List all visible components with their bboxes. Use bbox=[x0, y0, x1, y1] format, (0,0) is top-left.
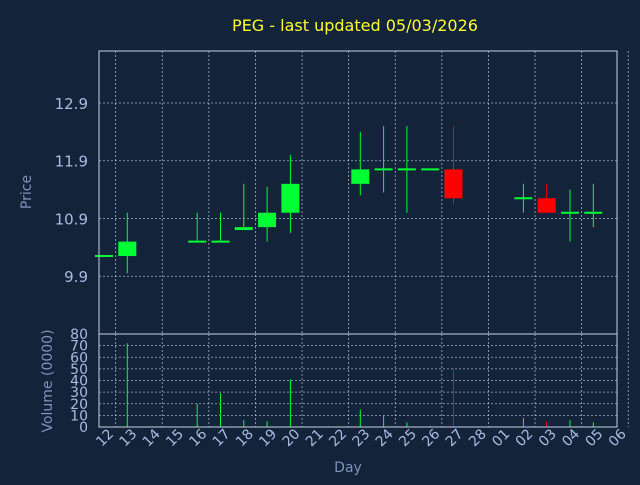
volume-tick-label: 10 bbox=[70, 408, 88, 424]
volume-tick-label: 80 bbox=[70, 327, 88, 343]
volume-panel-frame bbox=[98, 333, 618, 428]
candle-body bbox=[444, 169, 463, 199]
volume-tick-label: 20 bbox=[70, 397, 88, 413]
volume-tick-label: 50 bbox=[70, 362, 88, 378]
price-tick-label: 9.9 bbox=[64, 268, 88, 286]
volume-tick-label: 0 bbox=[79, 420, 88, 436]
volume-bars bbox=[126, 343, 594, 427]
chart-title: PEG - last updated 05/03/2026 bbox=[232, 16, 478, 35]
price-tick-label: 12.9 bbox=[55, 95, 88, 113]
price-gridlines bbox=[99, 51, 629, 334]
volume-tick-label: 30 bbox=[70, 385, 88, 401]
volume-tick-label: 40 bbox=[70, 374, 88, 390]
volume-tick-label: 70 bbox=[70, 339, 88, 355]
price-tick-label: 11.9 bbox=[55, 153, 88, 171]
candle-body bbox=[537, 198, 556, 213]
candle-body bbox=[118, 241, 137, 257]
candle-body bbox=[351, 169, 370, 184]
price-candles bbox=[95, 126, 603, 274]
day-axis-ticks: 12 13 14 15 16 17 18 19 20 21 22 23 24 25 26 27 28 01 02 03… bbox=[93, 426, 630, 450]
volume-tick-label: 60 bbox=[70, 350, 88, 366]
price-tick-label: 10.9 bbox=[55, 210, 88, 228]
price-axis-label: Price bbox=[19, 175, 35, 209]
price-axis-ticks: 9.9 10.9 11.9 12.9 bbox=[55, 95, 88, 286]
candle-body bbox=[234, 227, 253, 231]
x-axis-label: Day bbox=[334, 460, 362, 476]
volume-axis-label: Volume (0000) bbox=[40, 329, 56, 432]
volume-gridlines bbox=[99, 333, 629, 428]
candle-body bbox=[258, 212, 277, 228]
candle-body bbox=[281, 183, 300, 213]
